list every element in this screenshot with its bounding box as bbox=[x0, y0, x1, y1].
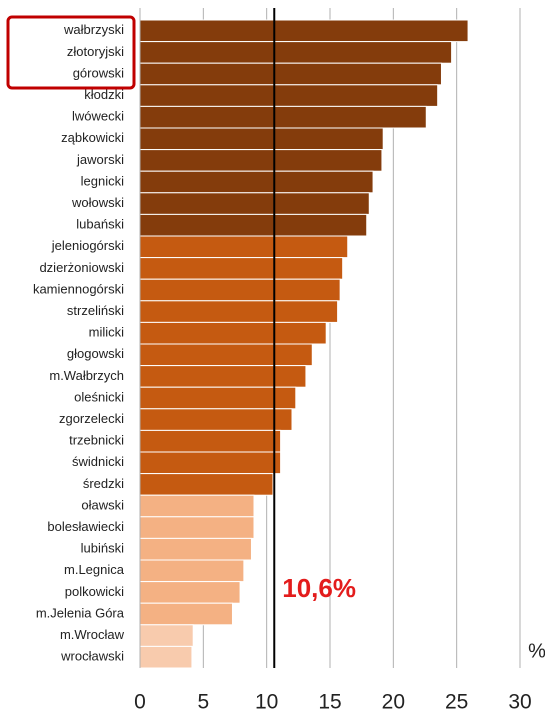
y-tick-label: lubiński bbox=[81, 541, 124, 556]
y-tick-label: dzierżoniowski bbox=[39, 260, 124, 275]
bar bbox=[139, 300, 339, 323]
highlight-box bbox=[6, 15, 136, 90]
x-tick-label: 25 bbox=[445, 691, 468, 714]
x-tick-label: 5 bbox=[197, 691, 209, 714]
y-tick-label: legnicki bbox=[81, 173, 124, 188]
bar bbox=[139, 213, 368, 237]
y-tick-label: kłodzki bbox=[84, 87, 124, 102]
y-tick-label: wołowski bbox=[71, 195, 124, 210]
y-tick-label: m.Legnica bbox=[64, 562, 125, 577]
bar bbox=[139, 19, 469, 43]
x-axis-label: % bbox=[528, 640, 545, 662]
bar bbox=[139, 516, 255, 539]
y-tick-label: strzeliński bbox=[67, 303, 124, 318]
bar bbox=[139, 235, 349, 259]
bar bbox=[139, 473, 274, 496]
y-tick-label: trzebnicki bbox=[69, 433, 124, 448]
bar bbox=[139, 192, 370, 215]
bar bbox=[139, 645, 193, 669]
y-tick-label: wrocławski bbox=[60, 649, 124, 664]
bar bbox=[139, 149, 383, 172]
y-tick-label: milicki bbox=[89, 325, 124, 340]
y-tick-label: bolesławiecki bbox=[47, 519, 124, 534]
y-tick-label: średzki bbox=[83, 476, 124, 491]
y-tick-label: ząbkowicki bbox=[61, 130, 124, 145]
y-tick-label: lwówecki bbox=[72, 109, 124, 124]
bar bbox=[139, 321, 327, 345]
x-tick-label: 0 bbox=[134, 691, 146, 714]
bar bbox=[139, 451, 282, 475]
bar bbox=[139, 41, 453, 64]
bar bbox=[139, 278, 341, 302]
x-tick-label: 30 bbox=[508, 691, 531, 714]
y-tick-label: wałbrzyski bbox=[63, 22, 124, 37]
x-tick-label: 20 bbox=[382, 691, 405, 714]
bar bbox=[139, 127, 384, 151]
y-tick-label: kamiennogórski bbox=[33, 281, 124, 296]
bar bbox=[139, 602, 233, 626]
bar bbox=[139, 105, 427, 129]
bar bbox=[139, 429, 282, 453]
y-tick-label: polkowicki bbox=[65, 584, 124, 599]
y-tick-label: lubański bbox=[76, 217, 124, 232]
x-tick-label: 10 bbox=[255, 691, 278, 714]
y-tick-label: m.Wałbrzych bbox=[49, 368, 124, 383]
bar bbox=[139, 170, 374, 194]
y-tick-label: zgorzelecki bbox=[59, 411, 124, 426]
bar bbox=[139, 537, 252, 561]
bar bbox=[139, 581, 241, 604]
y-tick-label: głogowski bbox=[67, 346, 124, 361]
y-tick-label: jeleniogórski bbox=[51, 238, 124, 253]
y-tick-label: jaworski bbox=[76, 152, 124, 167]
bar bbox=[139, 257, 344, 280]
y-tick-label: m.Jelenia Góra bbox=[36, 605, 125, 620]
y-tick-label: m.Wrocław bbox=[60, 627, 125, 642]
bar bbox=[139, 343, 313, 367]
bar bbox=[139, 559, 245, 583]
y-tick-label: świdnicki bbox=[72, 454, 124, 469]
y-tick-label: górowski bbox=[73, 65, 124, 80]
bar bbox=[139, 494, 255, 518]
bar bbox=[139, 624, 194, 647]
y-tick-label: złotoryjski bbox=[67, 44, 124, 59]
y-tick-label: oleśnicki bbox=[74, 389, 124, 404]
y-tick-label: oławski bbox=[81, 497, 124, 512]
bar bbox=[139, 386, 297, 410]
bar bbox=[139, 408, 293, 431]
bar bbox=[139, 62, 442, 86]
bar bbox=[139, 365, 307, 388]
bar bbox=[139, 84, 439, 107]
reference-label: 10,6% bbox=[282, 573, 356, 603]
x-tick-label: 15 bbox=[318, 691, 341, 714]
